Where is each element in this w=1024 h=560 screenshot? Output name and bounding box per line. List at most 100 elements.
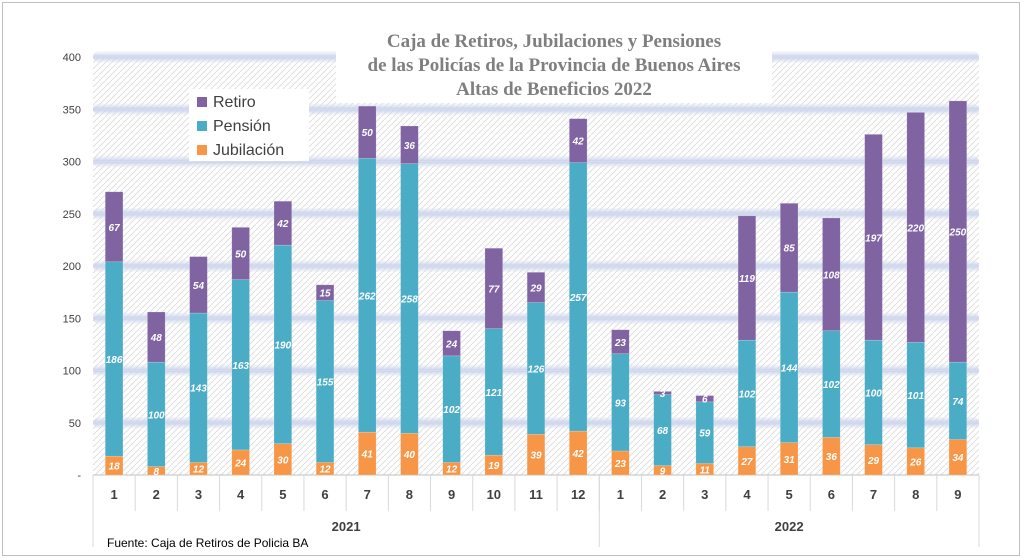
bar-segment [737, 215, 757, 341]
data-label: 119 [739, 274, 755, 285]
x-tick-label: 6 [321, 487, 328, 502]
bar-segment [653, 391, 672, 395]
data-label: 31 [784, 455, 796, 466]
data-label: 59 [699, 429, 711, 440]
title-line-2: de las Policías de la Provincia de Bueno… [368, 55, 741, 76]
data-label: 27 [740, 457, 753, 468]
bar-segment [526, 302, 546, 435]
data-label: 108 [823, 270, 840, 281]
x-tick-label: 4 [237, 487, 245, 502]
data-label: 100 [865, 388, 882, 399]
x-tick-label: 11 [529, 487, 543, 502]
bar-segment [484, 247, 503, 329]
y-tick-label: 100 [63, 366, 81, 378]
data-label: 93 [615, 398, 627, 409]
x-tick-label: 10 [487, 487, 501, 502]
x-tick-label: 5 [786, 487, 793, 502]
bar-segment [822, 217, 841, 332]
bar-segment [442, 330, 461, 357]
x-tick-label: 5 [279, 487, 286, 502]
bars [104, 100, 968, 476]
x-tick-label: 1 [617, 487, 624, 502]
data-label: 262 [358, 291, 376, 302]
data-label: 144 [781, 363, 798, 374]
data-label: 30 [277, 455, 289, 466]
x-tick-label: 3 [701, 487, 708, 502]
data-label: 54 [193, 281, 205, 292]
data-label: 102 [739, 389, 756, 400]
data-label: 68 [657, 426, 669, 437]
data-label: 50 [235, 249, 247, 260]
data-label: 258 [400, 294, 418, 305]
y-tick-label: - [77, 470, 81, 482]
data-label: 12 [319, 465, 331, 476]
bar-segment [189, 256, 208, 314]
x-tick-label: 6 [828, 487, 835, 502]
legend-swatch-retiro [197, 97, 207, 107]
data-label: 40 [403, 450, 416, 461]
data-label: 41 [361, 450, 374, 461]
x-tick-label: 1 [110, 487, 117, 502]
bar-segment [695, 401, 714, 464]
group-label: 2022 [775, 519, 804, 534]
data-label: 29 [867, 456, 880, 467]
data-label: 85 [784, 244, 796, 255]
y-tick-label: 300 [63, 157, 81, 169]
chart-title: Caja de Retiros, Jubilaciones y Pensione… [336, 23, 772, 103]
bar-segment [906, 112, 925, 343]
data-label: 77 [488, 284, 500, 295]
data-label: 18 [109, 462, 121, 473]
x-tick-label: 8 [406, 487, 413, 502]
x-tick-label: 8 [912, 487, 919, 502]
data-label: 101 [907, 391, 924, 402]
x-tick-label: 9 [448, 487, 455, 502]
x-tick-label: 12 [571, 487, 585, 502]
data-label: 23 [614, 338, 627, 349]
x-tick-label: 7 [870, 487, 877, 502]
data-label: 42 [572, 137, 585, 148]
data-label: 15 [319, 289, 331, 300]
bar-segment [948, 100, 968, 363]
data-label: 9 [660, 466, 666, 477]
data-label: 186 [106, 355, 123, 366]
bar-segment [231, 449, 250, 476]
data-label: 19 [488, 461, 500, 472]
data-label: 42 [572, 449, 585, 460]
data-label: 163 [232, 361, 249, 372]
data-label: 143 [190, 384, 207, 395]
data-label: 3 [660, 389, 666, 400]
x-tick-label: 2 [153, 487, 160, 502]
data-label: 34 [952, 453, 964, 464]
data-label: 23 [614, 459, 627, 470]
x-tick-label: 7 [364, 487, 371, 502]
y-tick-label: 200 [63, 261, 81, 273]
data-label: 36 [404, 141, 416, 152]
data-label: 42 [276, 219, 289, 230]
legend-swatch-pension [197, 121, 207, 131]
legend-label-jubilacion: Jubilación [213, 142, 284, 159]
group-label: 2021 [332, 519, 361, 534]
data-labels: 18 186 67 8 100 48 12 143 54 24 163 50 30 190 42 12 155 1… [106, 128, 967, 478]
bar-segment [780, 442, 799, 476]
data-label: 257 [569, 293, 587, 304]
bar-segment [358, 105, 377, 159]
data-label: 74 [952, 397, 964, 408]
data-label: 12 [446, 465, 458, 476]
x-tick-label: 9 [954, 487, 961, 502]
legend-label-retiro: Retiro [213, 94, 256, 111]
data-label: 220 [906, 223, 924, 234]
data-label: 29 [529, 283, 542, 294]
data-label: 102 [443, 405, 460, 416]
data-label: 24 [445, 339, 458, 350]
data-label: 11 [700, 465, 711, 476]
x-tick-label: 2 [659, 487, 666, 502]
bar-segment [400, 125, 419, 164]
bar-segment [231, 227, 250, 280]
y-tick-label: 50 [69, 418, 81, 430]
y-tick-label: 250 [63, 209, 81, 221]
data-label: 39 [530, 451, 542, 462]
data-label: 36 [826, 452, 838, 463]
y-tick-label: 350 [63, 104, 81, 116]
bar-segment [358, 158, 377, 433]
